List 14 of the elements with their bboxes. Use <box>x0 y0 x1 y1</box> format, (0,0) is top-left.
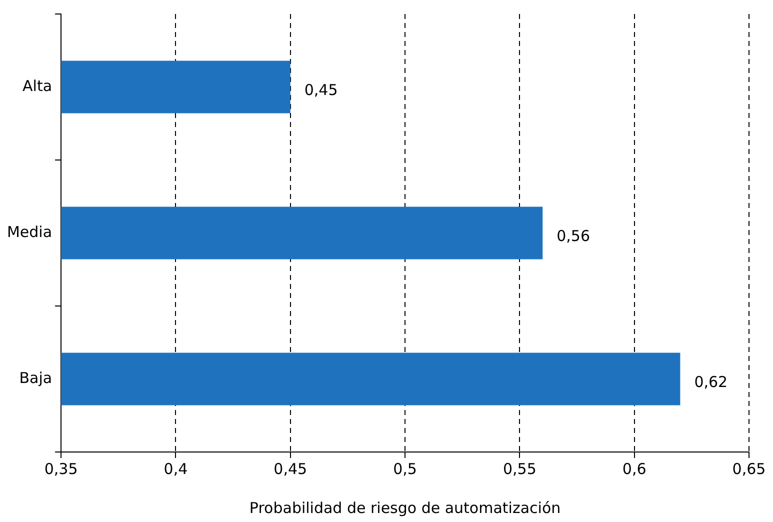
y-tick-label: Media <box>6 222 52 241</box>
data-label: 0,62 <box>694 372 728 391</box>
data-label: 0,56 <box>556 226 590 245</box>
x-tick-label: 0,35 <box>44 460 78 478</box>
x-tick-label: 0,4 <box>164 460 188 478</box>
x-tick-label: 0,5 <box>393 460 417 478</box>
x-tick-label: 0,65 <box>732 460 766 478</box>
y-tick-label: Baja <box>19 368 52 387</box>
x-tick-label: 0,6 <box>622 460 646 478</box>
x-tick-label: 0,45 <box>274 460 308 478</box>
data-label: 0,45 <box>304 80 338 99</box>
x-tick-label: 0,55 <box>502 460 536 478</box>
x-axis-title: Probabilidad de riesgo de automatización <box>249 498 561 517</box>
y-tick-label: Alta <box>22 76 52 95</box>
